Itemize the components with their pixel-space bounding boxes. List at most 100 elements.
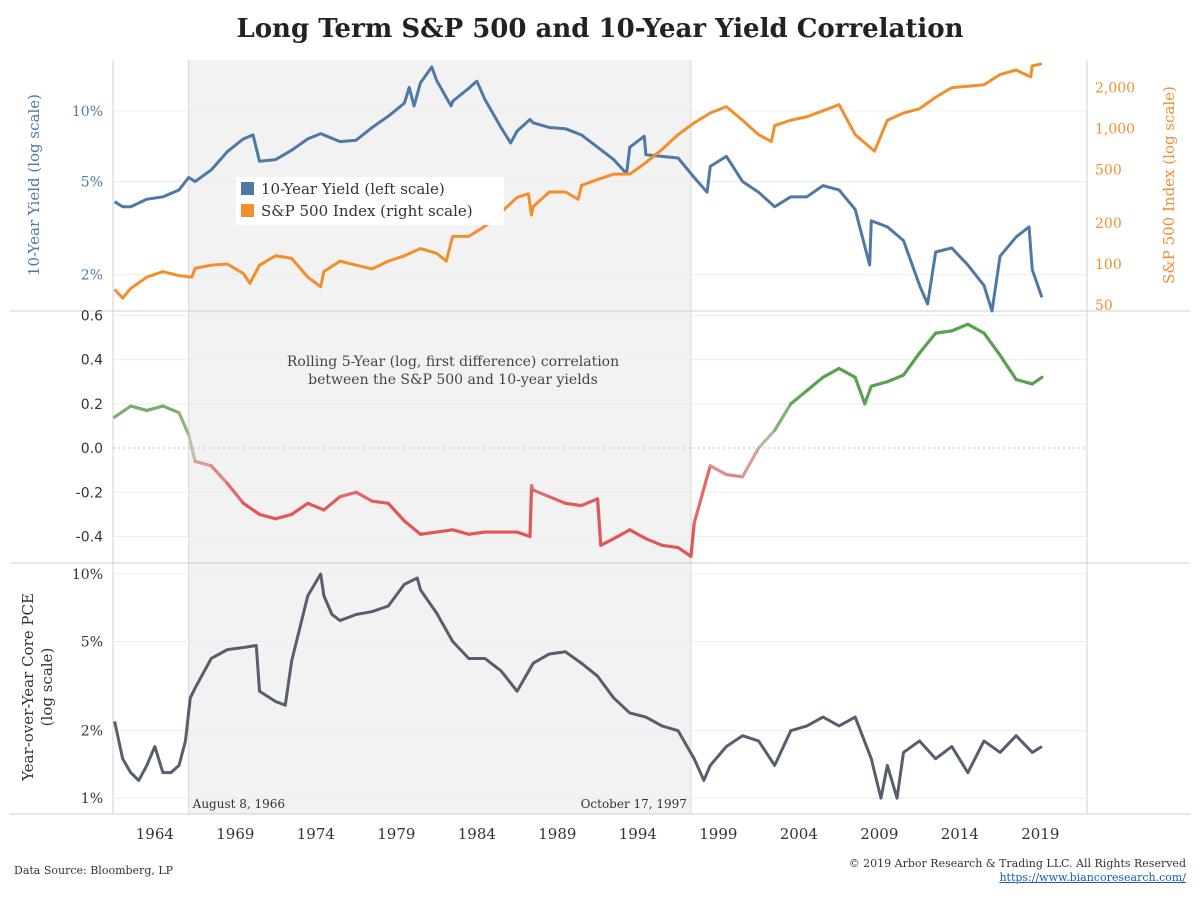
correlation-segment	[660, 543, 680, 550]
correlation-segment	[599, 537, 616, 547]
correlation-segment	[306, 501, 326, 512]
correlation-segment	[773, 402, 793, 432]
correlation-segment	[966, 322, 986, 335]
correlation-segment	[451, 528, 471, 536]
correlation-segment	[386, 501, 406, 523]
spx-series-line	[113, 62, 1043, 300]
chart-title: Long Term S&P 500 and 10-Year Yield Corr…	[236, 14, 964, 44]
shade-end-label: October 17, 1997	[581, 797, 687, 811]
correlation-segment	[322, 495, 342, 512]
correlation-segment	[740, 446, 761, 479]
correlation-segment	[708, 464, 728, 477]
left-axis-tick-label: 2%	[81, 268, 103, 284]
right-axis-tick-label: 200	[1095, 216, 1122, 232]
right-axis-tick-label: 100	[1095, 257, 1122, 273]
correlation-segment	[241, 501, 262, 516]
correlation-segment	[370, 499, 390, 505]
x-axis-tick-label: 1969	[216, 825, 254, 843]
website-link[interactable]: https://www.biancoresearch.com/	[999, 871, 1186, 884]
correlation-segment	[528, 484, 534, 539]
x-axis-tick-label: 1979	[377, 825, 415, 843]
right-axis-tick-label: 50	[1095, 298, 1113, 314]
pce-axis-label: Year-over-Year Core PCE(log scale)	[19, 593, 56, 782]
pce-tick-label: 2%	[81, 724, 103, 740]
corr-tick-label: -0.4	[76, 529, 103, 545]
correlation-segment	[193, 459, 213, 468]
shade-start-label: August 8, 1966	[192, 797, 285, 811]
left-axis-tick-label: 5%	[81, 174, 103, 190]
legend: 10-Year Yield (left scale) S&P 500 Index …	[236, 177, 504, 225]
correlation-segment	[531, 488, 551, 499]
correlation-segment	[274, 512, 294, 521]
correlation-annotation: Rolling 5-Year (log, first difference) c…	[287, 354, 619, 388]
correlation-segment	[579, 497, 600, 508]
correlation-segment	[402, 519, 423, 536]
right-axis-tick-label: 500	[1095, 162, 1122, 178]
left-axis-label: 10-Year Yield (log scale)	[25, 94, 43, 276]
correlation-segment	[756, 428, 777, 450]
correlation-segment	[789, 388, 809, 406]
pce-tick-label: 5%	[81, 635, 103, 651]
correlation-segment	[177, 411, 191, 437]
correlation-segment	[145, 404, 165, 413]
correlation-segment	[434, 528, 455, 534]
correlation-segment	[161, 404, 181, 415]
correlation-segment	[863, 384, 873, 406]
correlation-segment	[676, 545, 693, 558]
correlation-segment	[853, 375, 867, 406]
correlation-segment	[467, 530, 487, 536]
legend-box	[236, 177, 504, 225]
correlation-segment	[869, 380, 889, 388]
correlation-segment	[187, 433, 197, 463]
copyright-block: © 2019 Arbor Research & Trading LLC. All…	[849, 857, 1186, 885]
correlation-segment	[724, 472, 745, 479]
x-axis-tick-label: 2019	[1021, 825, 1059, 843]
legend-item: 10-Year Yield (left scale)	[261, 180, 445, 198]
correlation-segment	[821, 366, 841, 379]
correlation-segment	[547, 495, 567, 505]
correlation-segment	[354, 490, 374, 503]
legend-swatch-spx	[241, 204, 254, 217]
copyright-text: © 2019 Arbor Research & Trading LLC. All…	[848, 857, 1186, 870]
corr-tick-label: 0.2	[81, 397, 103, 413]
corr-tick-label: 0.4	[81, 353, 103, 369]
correlation-segment	[515, 530, 532, 539]
correlation-segment	[917, 331, 938, 355]
x-axis-tick-label: 2014	[941, 825, 979, 843]
correlation-segment	[595, 497, 603, 547]
correlation-segment	[644, 537, 664, 547]
correlation-segment	[290, 501, 310, 516]
data-source: Data Source: Bloomberg, LP	[14, 864, 174, 877]
correlation-segment	[1014, 377, 1034, 386]
pce-series-line	[113, 572, 1043, 800]
x-axis-tick-label: 2004	[780, 825, 818, 843]
correlation-segment	[612, 528, 632, 541]
correlation-segment	[805, 375, 825, 393]
legend-item: S&P 500 Index (right scale)	[261, 202, 473, 220]
correlation-segment	[209, 464, 229, 486]
correlation-segment	[950, 322, 970, 333]
correlation-segment	[113, 404, 133, 419]
x-axis-tick-label: 2009	[860, 825, 898, 843]
correlation-segment	[998, 353, 1018, 382]
correlation-segment	[129, 404, 149, 413]
correlation-segment	[257, 512, 278, 521]
correlation-segment	[885, 373, 906, 384]
corr-tick-label: 0.6	[81, 308, 103, 324]
right-axis-label: S&P 500 Index (log scale)	[1160, 86, 1178, 284]
correlation-segment	[982, 331, 1002, 357]
yield-series-line	[113, 65, 1044, 313]
pce-tick-label: 10%	[72, 567, 103, 583]
correlation-segment	[418, 530, 439, 536]
pce-tick-label: 1%	[81, 791, 103, 807]
corr-tick-label: -0.2	[76, 485, 103, 501]
x-axis-tick-label: 1999	[699, 825, 737, 843]
correlation-segment	[692, 464, 712, 525]
correlation-segment	[934, 329, 954, 335]
x-axis-tick-label: 1964	[136, 825, 174, 843]
correlation-segment	[1030, 375, 1044, 386]
left-axis-tick-label: 10%	[72, 104, 103, 120]
x-axis-tick-label: 1984	[458, 825, 496, 843]
correlation-segment	[563, 501, 584, 508]
